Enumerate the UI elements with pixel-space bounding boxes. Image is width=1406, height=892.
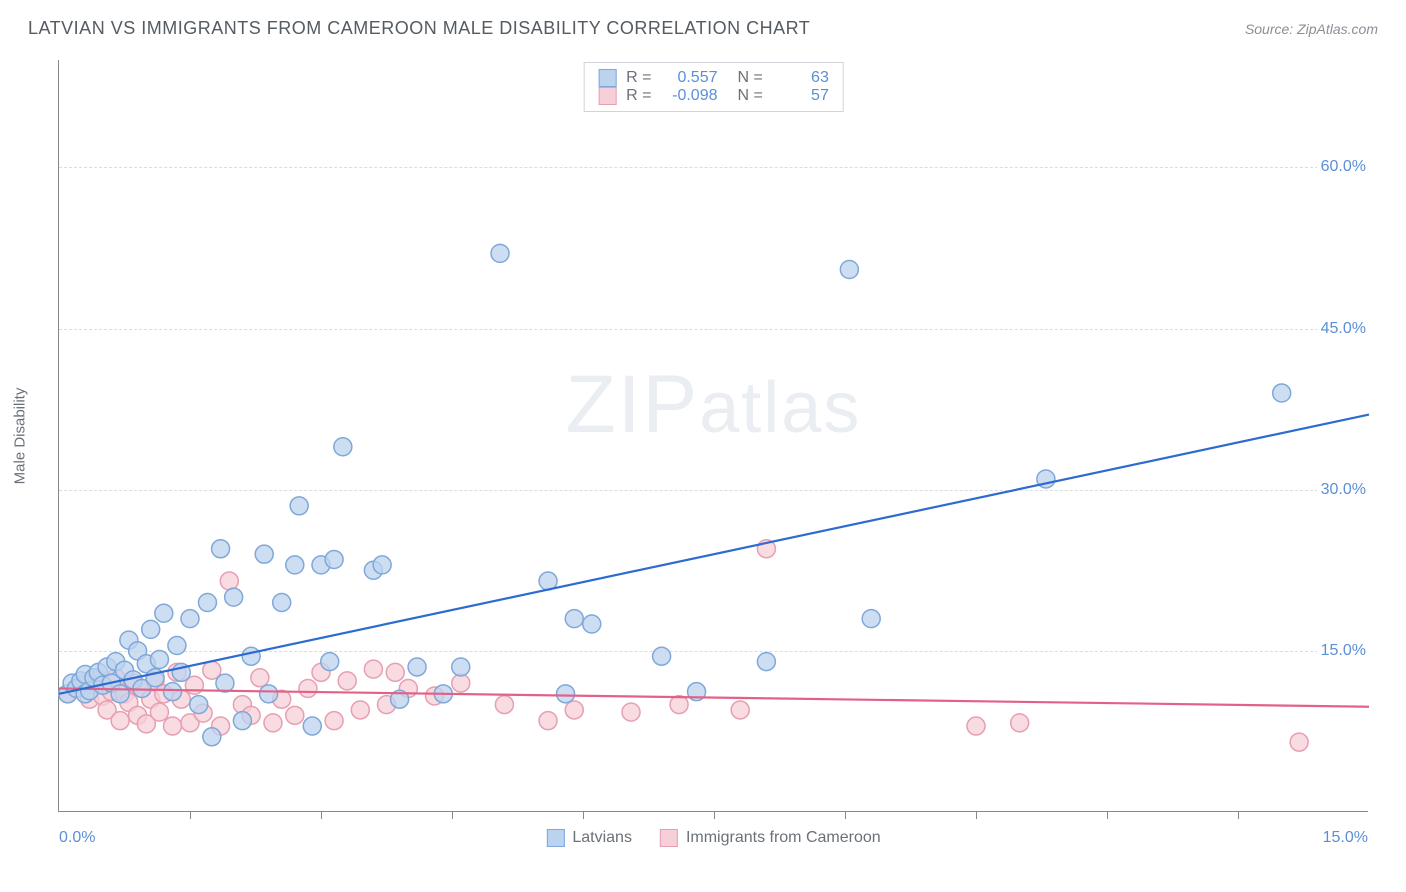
data-point <box>168 636 186 654</box>
r-value-cameroon: -0.098 <box>662 87 718 105</box>
swatch-cameroon <box>598 87 616 105</box>
data-point <box>286 556 304 574</box>
data-point <box>212 540 230 558</box>
data-point <box>557 685 575 703</box>
data-point <box>862 610 880 628</box>
data-point <box>286 706 304 724</box>
data-point <box>325 551 343 569</box>
legend-item-latvians: Latvians <box>546 829 632 847</box>
data-point <box>155 604 173 622</box>
source-credit: Source: ZipAtlas.com <box>1245 21 1378 37</box>
correlation-stats-box: R = 0.557 N = 63 R = -0.098 N = 57 <box>583 62 844 112</box>
data-point <box>325 712 343 730</box>
stats-row-latvians: R = 0.557 N = 63 <box>598 69 829 87</box>
stats-row-cameroon: R = -0.098 N = 57 <box>598 87 829 105</box>
data-point <box>491 244 509 262</box>
data-point <box>190 696 208 714</box>
data-point <box>273 594 291 612</box>
swatch-latvians <box>598 69 616 87</box>
data-point <box>164 717 182 735</box>
data-point <box>242 647 260 665</box>
data-point <box>1290 733 1308 751</box>
data-point <box>198 594 216 612</box>
data-point <box>290 497 308 515</box>
x-tick <box>321 811 322 819</box>
y-axis-label: Male Disability <box>12 388 29 485</box>
data-point <box>150 703 168 721</box>
data-point <box>967 717 985 735</box>
n-value-cameroon: 57 <box>773 87 829 105</box>
data-point <box>220 572 238 590</box>
data-point <box>583 615 601 633</box>
data-point <box>364 660 382 678</box>
data-point <box>334 438 352 456</box>
scatter-svg <box>59 60 1368 811</box>
x-tick <box>976 811 977 819</box>
data-point <box>303 717 321 735</box>
x-tick <box>452 811 453 819</box>
chart-container: Male Disability ZIPatlas R = 0.557 N = 6… <box>58 60 1368 812</box>
data-point <box>233 712 251 730</box>
data-point <box>565 701 583 719</box>
data-point <box>840 260 858 278</box>
data-point <box>565 610 583 628</box>
data-point <box>260 685 278 703</box>
legend-swatch-cameroon <box>660 829 678 847</box>
data-point <box>321 653 339 671</box>
data-point <box>495 696 513 714</box>
data-point <box>731 701 749 719</box>
data-point <box>150 650 168 668</box>
data-point <box>255 545 273 563</box>
x-tick <box>583 811 584 819</box>
x-axis-max-label: 15.0% <box>1323 829 1368 847</box>
data-point <box>203 728 221 746</box>
page-title: LATVIAN VS IMMIGRANTS FROM CAMEROON MALE… <box>28 18 810 39</box>
data-point <box>757 653 775 671</box>
x-tick <box>190 811 191 819</box>
legend-item-cameroon: Immigrants from Cameroon <box>660 829 881 847</box>
data-point <box>251 669 269 687</box>
data-point <box>386 663 404 681</box>
trend-line <box>59 688 1369 706</box>
data-point <box>181 610 199 628</box>
n-value-latvians: 63 <box>773 69 829 87</box>
data-point <box>264 714 282 732</box>
data-point <box>225 588 243 606</box>
data-point <box>111 685 129 703</box>
data-point <box>452 674 470 692</box>
data-point <box>164 683 182 701</box>
data-point <box>111 712 129 730</box>
data-point <box>299 679 317 697</box>
data-point <box>452 658 470 676</box>
data-point <box>142 620 160 638</box>
x-axis-min-label: 0.0% <box>59 829 95 847</box>
data-point <box>1011 714 1029 732</box>
data-point <box>351 701 369 719</box>
legend: Latvians Immigrants from Cameroon <box>546 829 880 847</box>
x-tick <box>845 811 846 819</box>
data-point <box>1273 384 1291 402</box>
data-point <box>653 647 671 665</box>
legend-swatch-latvians <box>546 829 564 847</box>
x-tick <box>714 811 715 819</box>
x-tick <box>1107 811 1108 819</box>
r-value-latvians: 0.557 <box>662 69 718 87</box>
data-point <box>216 674 234 692</box>
x-tick <box>1238 811 1239 819</box>
data-point <box>373 556 391 574</box>
data-point <box>539 712 557 730</box>
data-point <box>622 703 640 721</box>
plot-area: ZIPatlas R = 0.557 N = 63 R = -0.098 N =… <box>58 60 1368 812</box>
data-point <box>338 672 356 690</box>
data-point <box>408 658 426 676</box>
